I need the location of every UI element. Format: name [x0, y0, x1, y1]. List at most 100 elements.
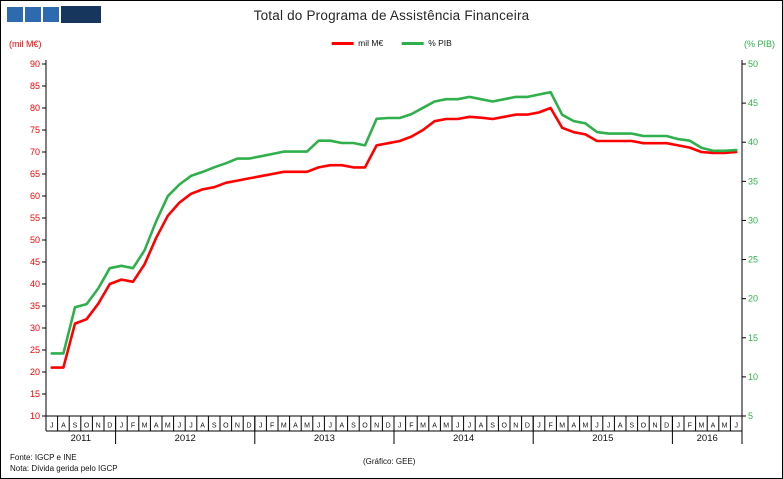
svg-text:D: D [386, 423, 391, 430]
legend-item-mil-me: mil M€ [331, 38, 383, 48]
svg-text:J: J [178, 423, 182, 430]
svg-text:N: N [513, 423, 518, 430]
series-line-pib [50, 90, 738, 355]
svg-text:N: N [652, 423, 657, 430]
svg-text:2014: 2014 [453, 433, 474, 444]
svg-text:J: J [468, 423, 472, 430]
svg-text:D: D [107, 423, 112, 430]
svg-text:J: J [537, 423, 541, 430]
svg-text:50: 50 [30, 235, 40, 245]
left-axis-caption: (mil M€) [9, 39, 42, 49]
legend-item-pib: % PIB [401, 38, 452, 48]
svg-text:A: A [154, 423, 159, 430]
chart-plot: 9085807570656055504540353025201510504540… [30, 59, 758, 444]
svg-text:35: 35 [30, 301, 40, 311]
svg-text:30: 30 [30, 323, 40, 333]
svg-text:O: O [223, 423, 229, 430]
svg-text:O: O [362, 423, 368, 430]
svg-text:A: A [479, 423, 484, 430]
svg-text:M: M [443, 423, 449, 430]
svg-text:S: S [73, 423, 78, 430]
credit-note: (Gráfico: GEE) [363, 457, 416, 466]
svg-text:A: A [200, 423, 205, 430]
svg-text:O: O [501, 423, 507, 430]
source-note: Fonte: IGCP e INE [10, 453, 77, 462]
svg-text:M: M [304, 423, 310, 430]
svg-text:F: F [688, 423, 692, 430]
svg-text:75: 75 [30, 125, 40, 135]
logo [7, 6, 101, 23]
svg-text:20: 20 [30, 367, 40, 377]
svg-text:N: N [374, 423, 379, 430]
legend-swatch-red [331, 41, 354, 45]
svg-text:60: 60 [30, 191, 40, 201]
svg-text:70: 70 [30, 147, 40, 157]
svg-text:D: D [664, 423, 669, 430]
svg-text:J: J [456, 423, 460, 430]
footnote: Nota: Dívida gerida pelo IGCP [10, 464, 118, 473]
svg-text:J: J [328, 423, 332, 430]
logo-square-icon [7, 7, 23, 22]
svg-text:M: M [142, 423, 148, 430]
svg-text:S: S [629, 423, 634, 430]
svg-text:S: S [351, 423, 356, 430]
legend: mil M€ % PIB [331, 38, 452, 48]
year-axis-labels: 2011 2012 2013 2014 2015 2016 [71, 433, 718, 444]
svg-text:M: M [582, 423, 588, 430]
svg-text:S: S [490, 423, 495, 430]
svg-text:M: M [420, 423, 426, 430]
svg-text:M: M [165, 423, 171, 430]
svg-text:F: F [409, 423, 413, 430]
svg-text:M: M [281, 423, 287, 430]
svg-text:65: 65 [30, 169, 40, 179]
svg-text:15: 15 [30, 389, 40, 399]
right-axis-tick-labels: 50 45 40 35 30 25 20 15 10 5 [748, 59, 758, 421]
legend-label-mil-me: mil M€ [358, 38, 384, 48]
svg-text:2013: 2013 [314, 433, 335, 444]
svg-text:10: 10 [748, 372, 758, 382]
svg-text:A: A [339, 423, 344, 430]
svg-text:45: 45 [748, 98, 758, 108]
svg-text:40: 40 [748, 137, 758, 147]
svg-text:2012: 2012 [175, 433, 196, 444]
svg-text:35: 35 [748, 176, 758, 186]
svg-text:2016: 2016 [697, 433, 718, 444]
svg-text:90: 90 [30, 59, 40, 69]
svg-text:J: J [398, 423, 402, 430]
svg-text:M: M [722, 423, 728, 430]
svg-text:A: A [293, 423, 298, 430]
svg-text:J: J [607, 423, 611, 430]
svg-text:F: F [270, 423, 274, 430]
logo-square-icon [43, 7, 59, 22]
svg-text:J: J [595, 423, 599, 430]
svg-text:20: 20 [748, 294, 758, 304]
svg-text:2011: 2011 [71, 433, 91, 444]
svg-text:10: 10 [30, 411, 40, 421]
right-axis-caption: (% PIB) [743, 39, 775, 49]
left-axis-tick-labels: 90 85 80 75 70 65 60 55 50 45 40 35 30 25 20 15 10 [30, 59, 40, 421]
svg-text:45: 45 [30, 257, 40, 267]
svg-text:80: 80 [30, 103, 40, 113]
svg-text:2015: 2015 [592, 433, 613, 444]
svg-text:N: N [235, 423, 240, 430]
svg-text:A: A [618, 423, 623, 430]
svg-text:S: S [212, 423, 217, 430]
svg-text:A: A [61, 423, 66, 430]
svg-text:F: F [548, 423, 552, 430]
svg-text:J: J [676, 423, 680, 430]
svg-text:N: N [96, 423, 101, 430]
svg-text:D: D [525, 423, 530, 430]
svg-text:30: 30 [748, 215, 758, 225]
svg-text:O: O [84, 423, 90, 430]
chart-title: Total do Programa de Assistência Finance… [253, 8, 530, 23]
svg-text:J: J [259, 423, 263, 430]
svg-text:A: A [711, 423, 716, 430]
svg-text:A: A [432, 423, 437, 430]
logo-square-icon [25, 7, 41, 22]
logo-bar [61, 6, 101, 23]
svg-text:5: 5 [748, 411, 753, 421]
legend-label-pib: % PIB [428, 38, 452, 48]
svg-text:O: O [641, 423, 647, 430]
